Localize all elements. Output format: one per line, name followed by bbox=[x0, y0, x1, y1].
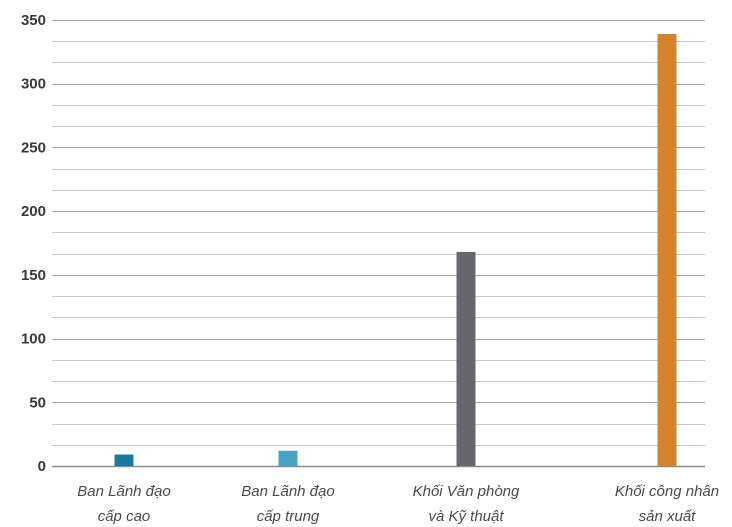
x-category-label: Ban Lãnh đạo cấp cao bbox=[77, 483, 170, 525]
bar bbox=[114, 454, 134, 466]
y-tick-label: 0 bbox=[38, 458, 46, 475]
y-tick-label: 100 bbox=[21, 331, 46, 348]
bar bbox=[657, 34, 677, 466]
x-category-label: Khối công nhân sản xuất bbox=[615, 483, 719, 525]
y-tick-label: 200 bbox=[21, 203, 46, 220]
x-category-label: Khối Văn phòng và Kỹ thuật bbox=[413, 483, 520, 525]
y-axis-ticks: 0 50 100 150 200 250 300 350 bbox=[21, 12, 46, 475]
y-tick-label: 50 bbox=[29, 394, 46, 411]
bar bbox=[456, 251, 476, 466]
bar bbox=[278, 450, 298, 466]
y-tick-label: 350 bbox=[21, 12, 46, 29]
grid-lines bbox=[52, 20, 705, 468]
y-tick-label: 150 bbox=[21, 267, 46, 284]
bars bbox=[114, 34, 677, 466]
x-axis-labels: Ban Lãnh đạo cấp cao Ban Lãnh đạo cấp trung… bbox=[77, 483, 719, 525]
y-tick-label: 300 bbox=[21, 76, 46, 93]
y-tick-label: 250 bbox=[21, 139, 46, 156]
x-category-label: Ban Lãnh đạo cấp trung bbox=[241, 483, 334, 525]
